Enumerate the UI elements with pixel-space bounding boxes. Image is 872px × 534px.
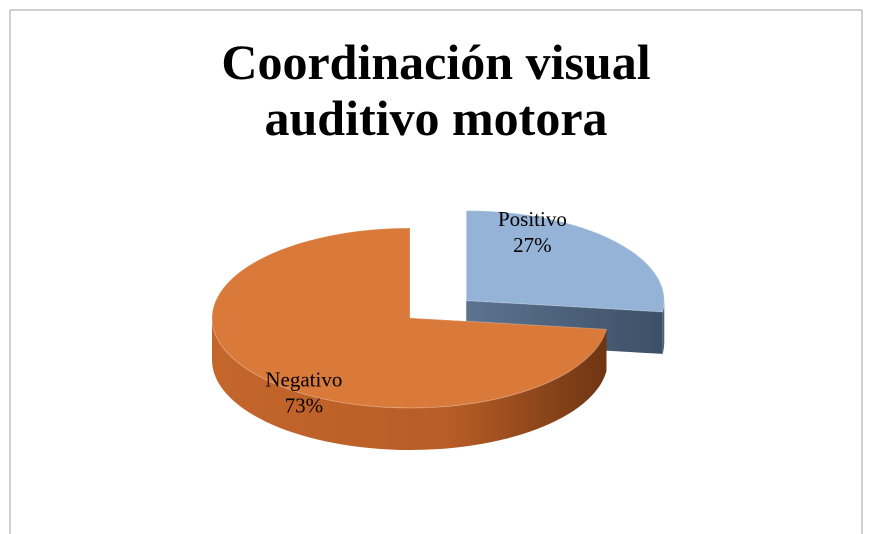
slice-wall [212,318,607,451]
slice-label: Positivo [498,207,567,231]
slice-value-label: 27% [513,233,552,257]
slice [211,227,608,409]
chart-title: Coordinación visual auditivo motora [221,34,651,146]
slice-label: Negativo [265,367,342,391]
slice [465,210,665,313]
slice-wall [662,300,665,354]
slice-value-label: 73% [285,393,324,417]
